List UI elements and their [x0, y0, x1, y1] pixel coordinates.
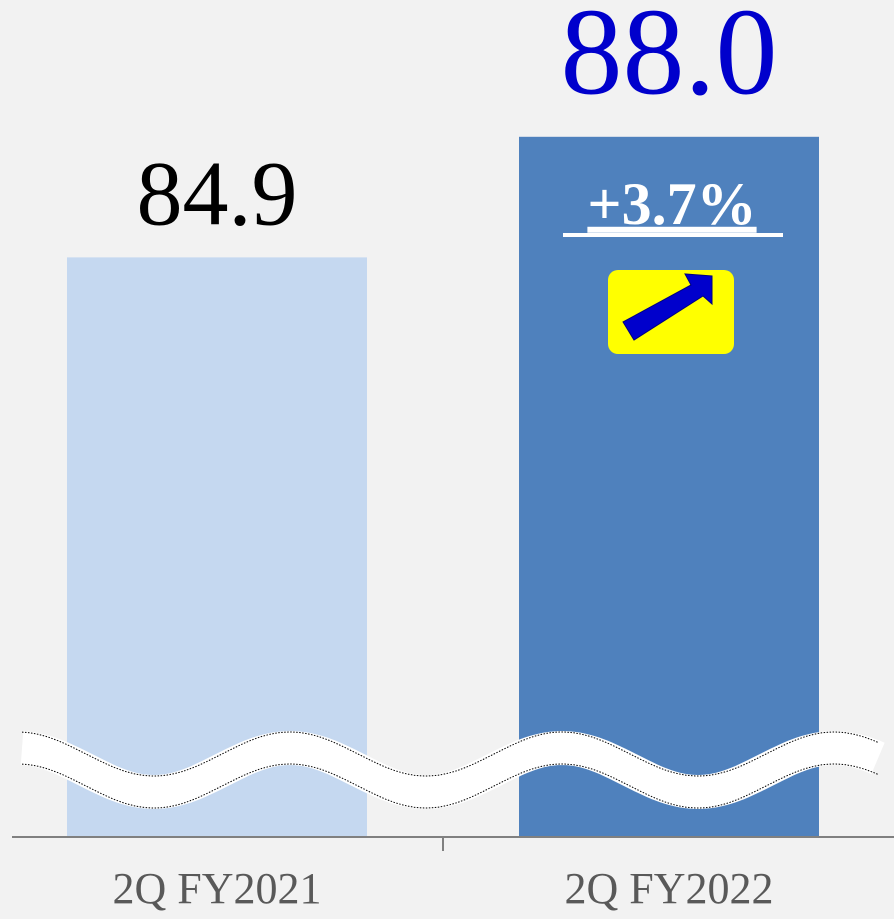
arrow-icon: [622, 273, 713, 341]
plot: 84.9 88.0: [67, 0, 819, 838]
bar: [519, 136, 819, 838]
x-tick-label: 2Q FY2022: [564, 864, 773, 913]
break-band: [20, 730, 885, 810]
value-label: 84.9: [137, 142, 298, 244]
axis-break: [20, 730, 885, 810]
break-edge: [21, 763, 879, 809]
x-tick-label: 2Q FY2021: [112, 864, 321, 913]
break-edge: [21, 731, 879, 777]
value-label: 88.0: [561, 0, 778, 120]
change-annotation: +3.7%: [587, 171, 756, 237]
